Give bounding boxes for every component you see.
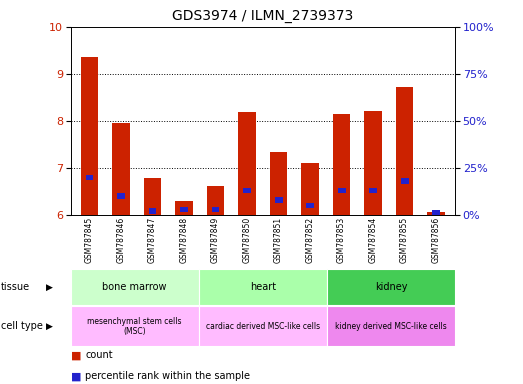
Title: GDS3974 / ILMN_2739373: GDS3974 / ILMN_2739373 <box>172 9 354 23</box>
Text: ▶: ▶ <box>46 283 52 291</box>
Bar <box>427 212 445 215</box>
Bar <box>144 178 161 215</box>
Bar <box>365 111 382 215</box>
Bar <box>369 188 377 194</box>
Bar <box>327 306 455 346</box>
Bar <box>238 113 256 215</box>
Bar <box>243 188 251 194</box>
Text: cell type: cell type <box>1 321 43 331</box>
Text: kidney derived MSC-like cells: kidney derived MSC-like cells <box>335 322 447 331</box>
Bar <box>117 194 125 199</box>
Bar <box>71 269 199 305</box>
Bar <box>175 201 192 215</box>
Bar <box>207 186 224 215</box>
Bar <box>81 56 98 215</box>
Text: tissue: tissue <box>1 282 30 292</box>
Bar <box>199 269 327 305</box>
Bar <box>212 207 220 212</box>
Bar <box>333 114 350 215</box>
Text: mesenchymal stem cells
(MSC): mesenchymal stem cells (MSC) <box>87 316 182 336</box>
Text: percentile rank within the sample: percentile rank within the sample <box>85 371 250 381</box>
Bar <box>401 178 408 184</box>
Bar <box>396 87 413 215</box>
Bar <box>275 197 282 203</box>
Bar <box>71 306 199 346</box>
Bar <box>432 210 440 216</box>
Text: kidney: kidney <box>374 282 407 292</box>
Text: bone marrow: bone marrow <box>103 282 167 292</box>
Bar <box>112 123 130 215</box>
Text: ▶: ▶ <box>46 322 52 331</box>
Text: cardiac derived MSC-like cells: cardiac derived MSC-like cells <box>206 322 320 331</box>
Bar <box>306 203 314 209</box>
Bar <box>301 163 319 215</box>
Bar <box>149 209 156 214</box>
Text: count: count <box>85 350 113 360</box>
Bar <box>327 269 455 305</box>
Bar <box>180 207 188 212</box>
Bar <box>86 175 94 180</box>
Text: heart: heart <box>250 282 276 292</box>
Bar <box>199 306 327 346</box>
Text: ■: ■ <box>71 350 81 360</box>
Bar <box>270 152 287 215</box>
Bar <box>338 188 346 194</box>
Text: ■: ■ <box>71 371 81 381</box>
